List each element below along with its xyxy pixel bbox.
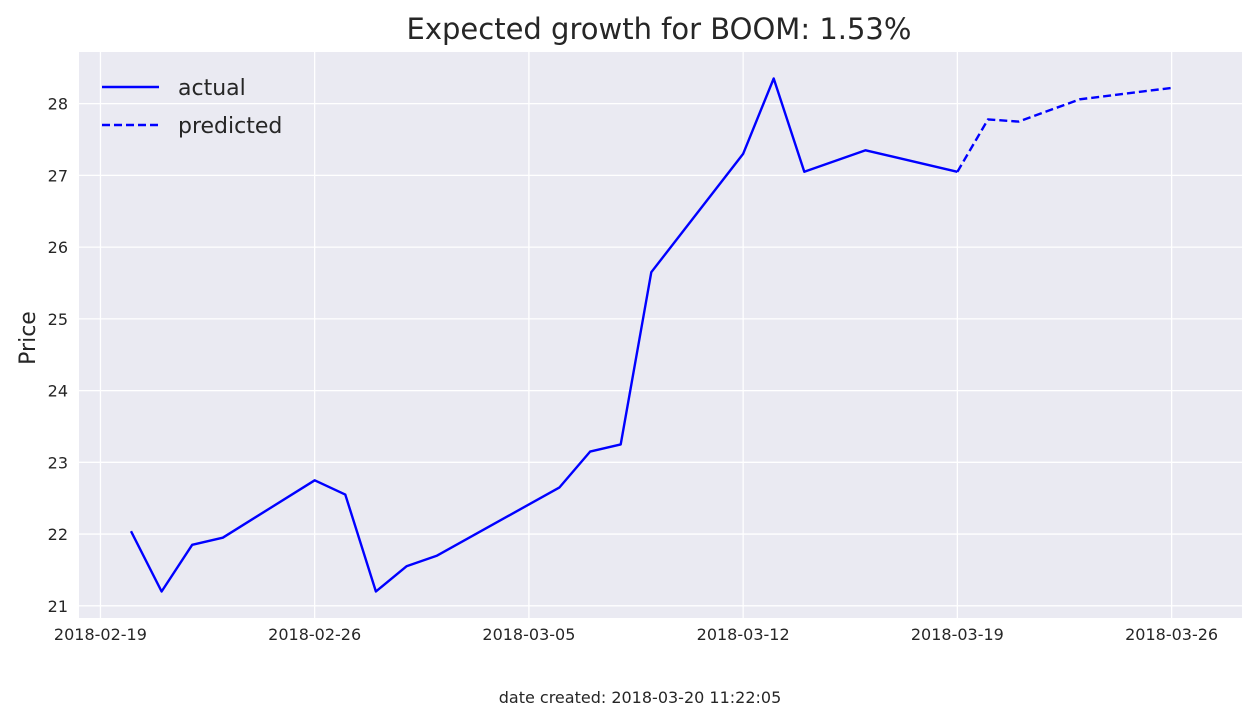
x-tick-label: 2018-03-12	[697, 625, 790, 644]
y-tick-label: 22	[48, 525, 68, 544]
legend-label-predicted: predicted	[178, 114, 282, 139]
y-axis-label: Price	[16, 311, 41, 365]
y-tick-label: 24	[48, 382, 68, 401]
x-tick-label: 2018-03-05	[482, 625, 575, 644]
grid-lines	[79, 52, 1242, 618]
chart-title: Expected growth for BOOM: 1.53%	[407, 12, 912, 46]
y-tick-label: 26	[48, 238, 68, 257]
series-line-predicted	[956, 86, 1172, 173]
y-tick-label: 28	[48, 95, 68, 114]
x-tick-label: 2018-02-19	[54, 625, 147, 644]
y-tick-label: 21	[48, 597, 68, 616]
legend-label-actual: actual	[178, 76, 246, 101]
date-created-note: date created: 2018-03-20 11:22:05	[499, 688, 782, 707]
plot-area	[79, 52, 1242, 618]
y-tick-label: 25	[48, 310, 68, 329]
x-tick-label: 2018-02-26	[268, 625, 361, 644]
x-axis: 2018-02-19 2018-02-26 2018-03-05 2018-03-12…	[54, 625, 1218, 644]
legend: actual predicted	[102, 76, 282, 139]
x-tick-label: 2018-03-19	[911, 625, 1004, 644]
y-axis: 21 22 23 24 25 26 27 28	[48, 95, 68, 616]
y-tick-label: 23	[48, 453, 68, 472]
x-tick-label: 2018-03-26	[1125, 625, 1218, 644]
series-line-actual	[129, 77, 958, 593]
y-tick-label: 27	[48, 166, 68, 185]
series-layer	[129, 77, 1172, 593]
